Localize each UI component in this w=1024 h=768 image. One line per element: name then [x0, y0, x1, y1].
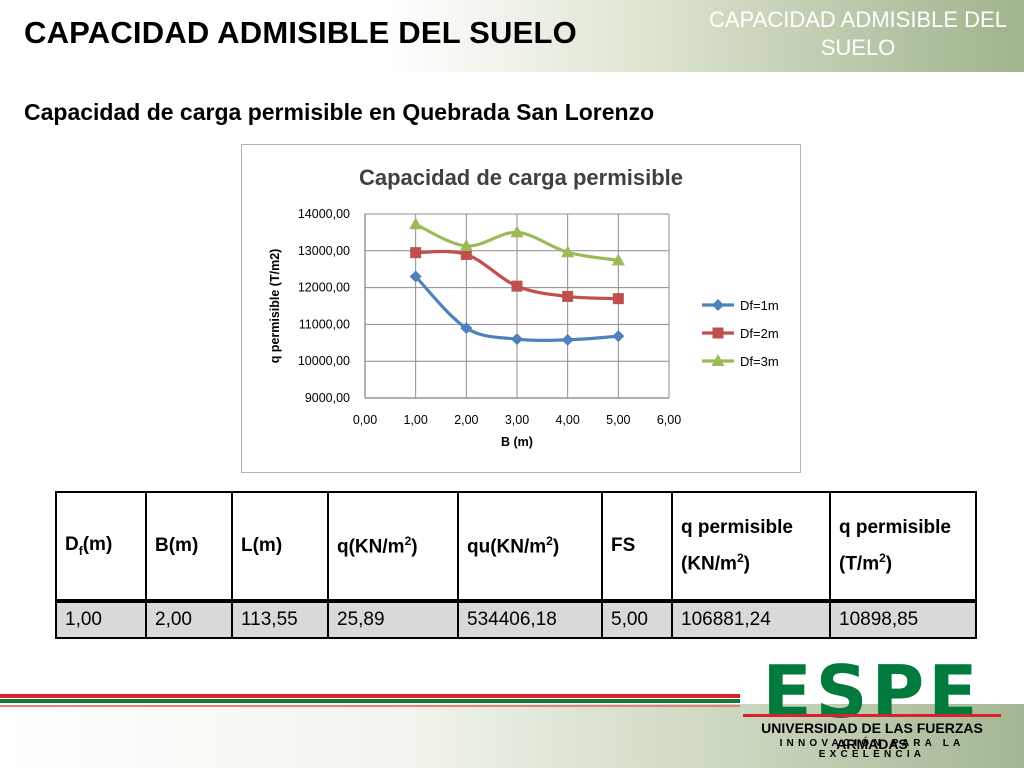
col-header-q: q(KN/m2)	[327, 491, 459, 603]
cell-q: 25,89	[327, 600, 459, 639]
espe-logo: ESPE UNIVERSIDAD DE LAS FUERZAS ARMADAS …	[741, 650, 1003, 760]
col-header-l: L(m)	[231, 491, 329, 603]
data-point-df3	[409, 217, 423, 230]
x-tick-label: 3,00	[505, 413, 529, 427]
cell-q-permisible-t: 10898,85	[829, 600, 977, 639]
col-header-fs: FS	[601, 491, 673, 603]
footer-stripe-light	[0, 705, 740, 707]
data-point-df3	[510, 225, 524, 238]
footer-stripe-green	[0, 699, 740, 703]
data-point-df3	[561, 245, 575, 258]
y-tick-label: 13000,00	[298, 244, 350, 258]
data-point-df2	[562, 290, 574, 302]
data-point-df3	[459, 239, 473, 252]
logo-divider	[743, 714, 1001, 717]
legend-marker-df2	[712, 327, 724, 339]
cell-q-permisible-kn: 106881,24	[671, 600, 831, 639]
footer-stripe-red	[0, 694, 740, 698]
logo-wordmark: ESPE	[762, 650, 982, 734]
y-tick-label: 14000,00	[298, 207, 350, 221]
x-tick-label: 2,00	[454, 413, 478, 427]
data-point-df1	[460, 322, 473, 335]
y-axis-label: q permisible (T/m2)	[268, 249, 282, 364]
col-header-qu: qu(KN/m2)	[457, 491, 603, 603]
data-point-df3	[611, 253, 625, 266]
legend-label-df2: Df=2m	[740, 326, 779, 341]
col-header-df: Df(m)	[55, 491, 147, 603]
logo-motto: INNOVACIÓN PARA LA EXCELENCIA	[779, 738, 965, 760]
cell-l: 113,55	[231, 600, 329, 639]
data-point-df1	[561, 333, 574, 346]
slide-subtitle: Capacidad de carga permisible en Quebrad…	[24, 99, 655, 125]
data-point-df2	[410, 247, 422, 259]
chart-title: Capacidad de carga permisible	[359, 165, 683, 190]
x-tick-label: 0,00	[353, 413, 377, 427]
x-tick-label: 5,00	[606, 413, 630, 427]
legend-marker-df1	[712, 299, 724, 311]
col-header-q-permisible-kn: q permisible (KN/m2)	[671, 491, 831, 603]
x-tick-label: 4,00	[555, 413, 579, 427]
y-tick-label: 10000,00	[298, 354, 350, 368]
col-header-q-permisible-t: q permisible (T/m2)	[829, 491, 977, 603]
data-point-df2	[511, 280, 523, 292]
x-tick-label: 1,00	[403, 413, 427, 427]
results-table: Df(m) B(m) L(m) q(KN/m2) qu(KN/m2) FS q …	[55, 491, 977, 639]
table-row: 1,00 2,00 113,55 25,89 534406,18 5,00 10…	[55, 600, 977, 639]
data-point-df1	[511, 333, 523, 346]
x-axis-label: B (m)	[501, 435, 533, 449]
data-point-df1	[409, 270, 422, 283]
data-point-df1	[612, 330, 625, 343]
y-tick-label: 9000,00	[305, 391, 350, 405]
data-point-df2	[460, 248, 472, 260]
cell-b: 2,00	[145, 600, 233, 639]
x-tick-label: 6,00	[657, 413, 681, 427]
cell-fs: 5,00	[601, 600, 673, 639]
table-header-row: Df(m) B(m) L(m) q(KN/m2) qu(KN/m2) FS q …	[55, 491, 977, 603]
header-section-label: CAPACIDAD ADMISIBLE DEL SUELO	[709, 7, 1007, 60]
logo-university-name: UNIVERSIDAD DE LAS FUERZAS ARMADAS	[761, 720, 983, 752]
slide-title: CAPACIDAD ADMISIBLE DEL SUELO	[24, 15, 577, 50]
legend-label-df3: Df=3m	[740, 354, 779, 369]
data-point-df2	[612, 293, 624, 305]
legend-label-df1: Df=1m	[740, 298, 779, 313]
header-band	[0, 0, 1024, 72]
line-chart: Capacidad de carga permisible 9000,00 1000…	[268, 165, 779, 449]
y-tick-label: 11000,00	[299, 317, 350, 331]
legend-marker-df3	[711, 354, 725, 366]
chart-container: Capacidad de carga permisible 9000,00 1000…	[241, 144, 801, 473]
cell-df: 1,00	[55, 600, 147, 639]
y-tick-label: 12000,00	[298, 281, 350, 295]
col-header-b: B(m)	[145, 491, 233, 603]
cell-qu: 534406,18	[457, 600, 603, 639]
